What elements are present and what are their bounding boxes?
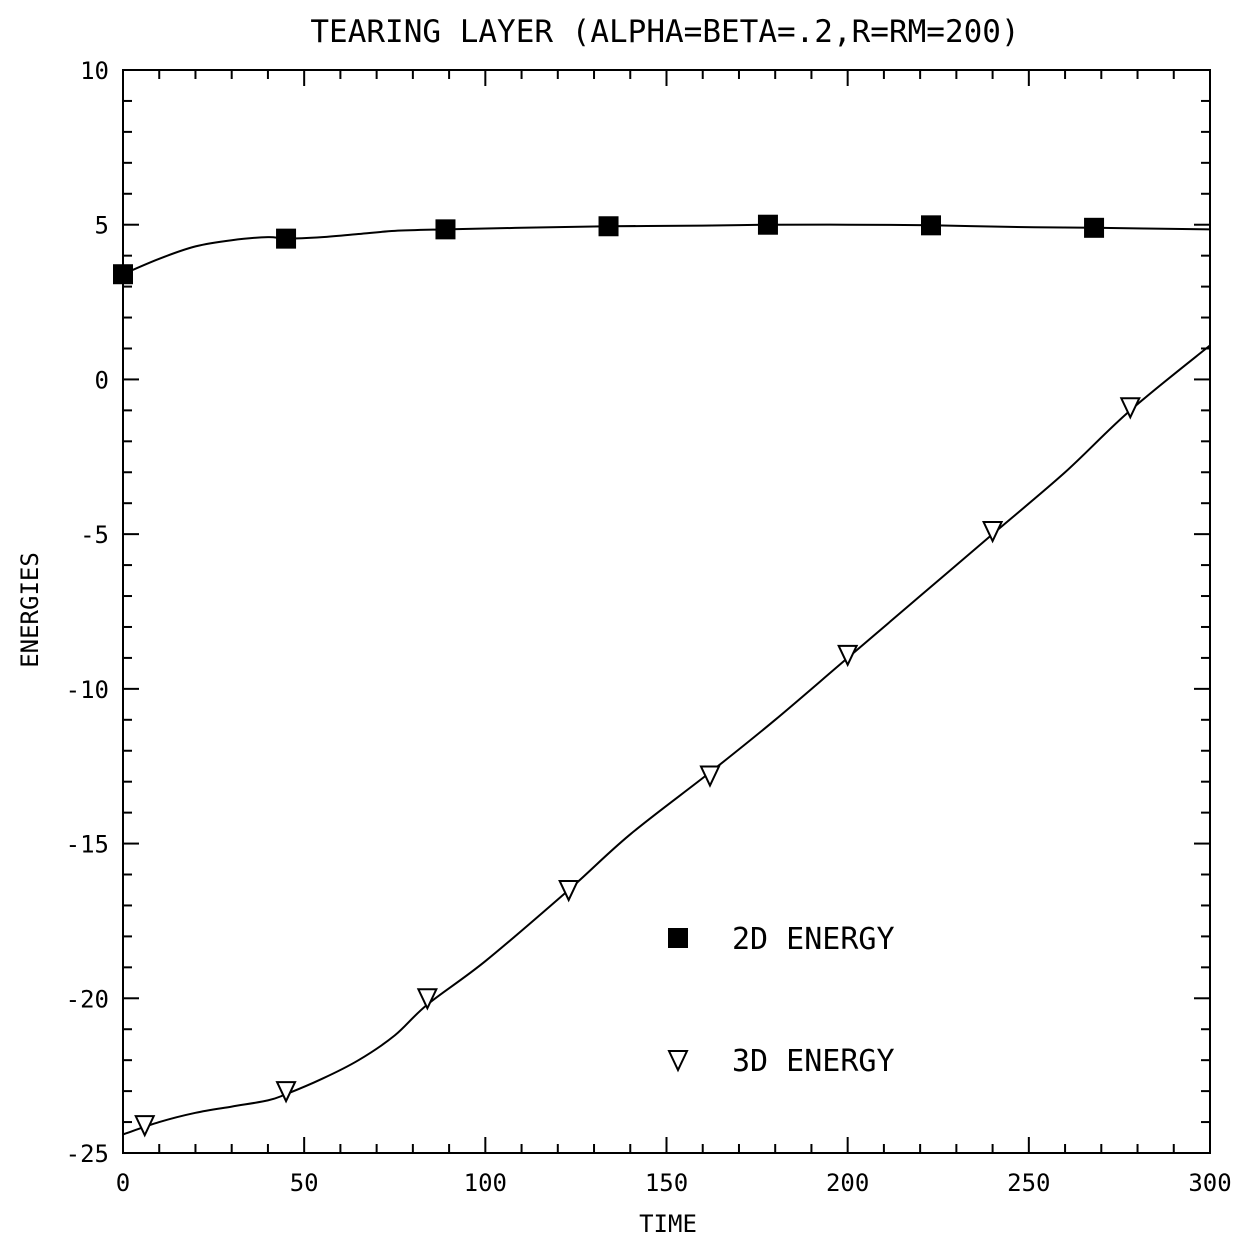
x-tick-label: 200: [826, 1169, 869, 1197]
x-tick-label: 50: [290, 1169, 319, 1197]
series-1: [113, 214, 1211, 285]
data-point: [558, 879, 580, 903]
data-point: [416, 988, 438, 1011]
x-tick-label: 150: [645, 1169, 688, 1197]
legend: 2D ENERGY 3D ENERGY: [667, 922, 895, 1079]
data-point: [598, 216, 619, 237]
legend-marker: [667, 1050, 689, 1073]
y-tick-label: 5: [95, 212, 109, 240]
chart-title: TEARING LAYER (ALPHA=BETA=.2,R=RM=200): [310, 14, 1019, 50]
data-point: [982, 521, 1004, 544]
legend-marker: [668, 928, 688, 948]
y-tick-label: -5: [80, 521, 109, 549]
axis-ticks: [122, 69, 1211, 1154]
legend-label: 2D ENERGY: [732, 922, 895, 957]
x-tick-label: 250: [1007, 1169, 1050, 1197]
y-tick-label: -10: [66, 676, 109, 704]
data-point: [921, 215, 942, 236]
y-tick-label: 0: [95, 366, 109, 394]
y-axis-label: ENERGIES: [16, 552, 44, 668]
data-point: [276, 228, 297, 249]
data-point: [837, 644, 859, 668]
series-line: [122, 344, 1211, 1136]
x-tick-label: 300: [1188, 1169, 1231, 1197]
data-point: [1084, 217, 1105, 238]
legend-label: 3D ENERGY: [732, 1044, 895, 1079]
x-tick-label: 0: [116, 1169, 130, 1197]
x-axis-label: TIME: [639, 1210, 697, 1238]
legend-item: 3D ENERGY: [667, 1044, 895, 1079]
data-point: [435, 219, 456, 240]
series-2: [122, 344, 1211, 1138]
data-point: [699, 765, 721, 788]
y-tick-label: -25: [66, 1140, 109, 1168]
series-layer: [113, 214, 1211, 1138]
y-tick-label: 10: [80, 57, 109, 85]
data-point: [1119, 397, 1141, 420]
data-point: [275, 1081, 297, 1104]
data-point: [134, 1115, 156, 1138]
y-tick-label: -20: [66, 985, 109, 1013]
series-line: [122, 223, 1211, 276]
legend-item: 2D ENERGY: [668, 922, 895, 957]
y-tick-label: -15: [66, 831, 109, 859]
data-point: [757, 214, 778, 235]
x-tick-label: 100: [464, 1169, 507, 1197]
data-point: [113, 264, 133, 285]
